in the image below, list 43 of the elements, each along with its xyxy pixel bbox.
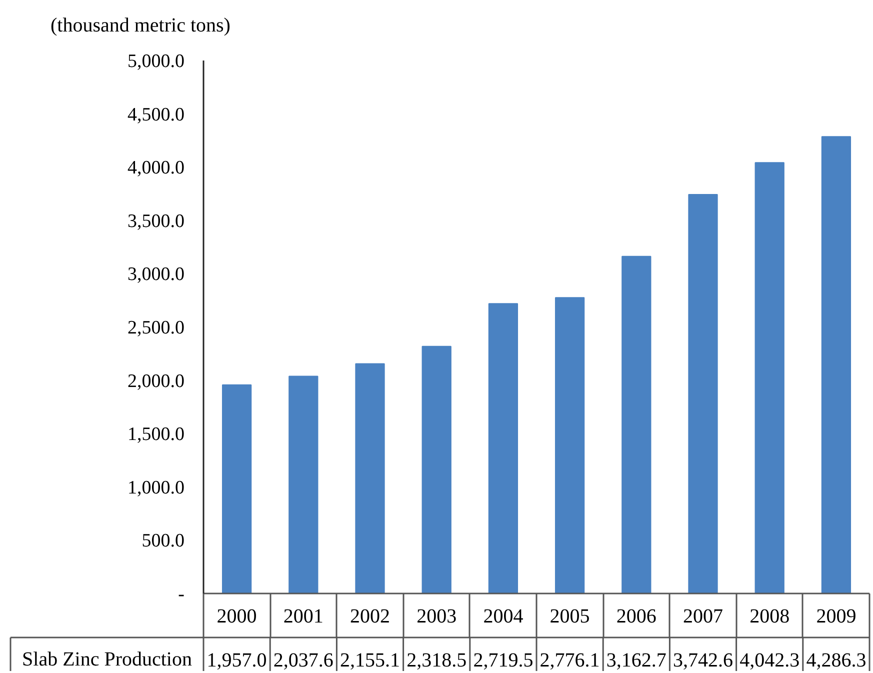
data-label: 4,042.3 xyxy=(740,650,800,672)
x-tick-label: 2002 xyxy=(350,606,390,628)
bar xyxy=(821,136,852,594)
bar xyxy=(222,384,252,594)
x-tick-label: 2004 xyxy=(483,606,524,628)
x-tick-label: 2005 xyxy=(550,606,590,628)
x-tick-label: 2008 xyxy=(750,606,790,628)
y-tick-label: 5,000.0 xyxy=(128,51,184,72)
y-tick-label: 1,000.0 xyxy=(128,477,184,498)
x-tick-label: 2003 xyxy=(416,606,457,628)
bar xyxy=(622,256,652,594)
y-tick-label: 3,500.0 xyxy=(128,210,184,232)
bar xyxy=(288,376,318,594)
text: Slab Zinc Production xyxy=(22,648,192,670)
bar xyxy=(754,162,784,594)
bar xyxy=(422,346,452,594)
y-tick-label: 500.0 xyxy=(142,530,184,552)
data-label: 2,719.5 xyxy=(473,650,534,672)
x-tick-label: 2009 xyxy=(816,606,856,628)
data-label: 2,037.6 xyxy=(273,650,334,672)
bar xyxy=(355,363,385,594)
x-tick-label: 2001 xyxy=(283,606,324,628)
y-axis-title: (thousand metric tons) xyxy=(50,14,230,36)
data-label: 1,957.0 xyxy=(206,650,267,672)
y-tick-label: 4,500.0 xyxy=(128,104,184,126)
data-label: 2,155.1 xyxy=(340,650,400,672)
bar xyxy=(554,297,585,594)
y-tick-label: - xyxy=(178,584,184,605)
data-label: 2,318.5 xyxy=(406,650,467,672)
data-label: 4,286.3 xyxy=(806,650,866,672)
y-tick-label: 1,500.0 xyxy=(128,424,184,446)
bar xyxy=(688,194,718,594)
data-label: 3,162.7 xyxy=(606,650,666,672)
x-tick-label: 2007 xyxy=(683,606,723,628)
data-label: 3,742.6 xyxy=(673,650,733,672)
y-tick-label: 2,000.0 xyxy=(128,370,184,392)
bar xyxy=(488,303,518,594)
y-tick-label: 4,000.0 xyxy=(128,158,184,179)
y-tick-label: 2,500.0 xyxy=(128,318,184,338)
data-label: 2,776.1 xyxy=(540,650,600,672)
x-tick-label: 2000 xyxy=(216,606,257,628)
x-tick-label: 2006 xyxy=(616,606,656,628)
y-tick-label: 3,000.0 xyxy=(128,264,184,286)
